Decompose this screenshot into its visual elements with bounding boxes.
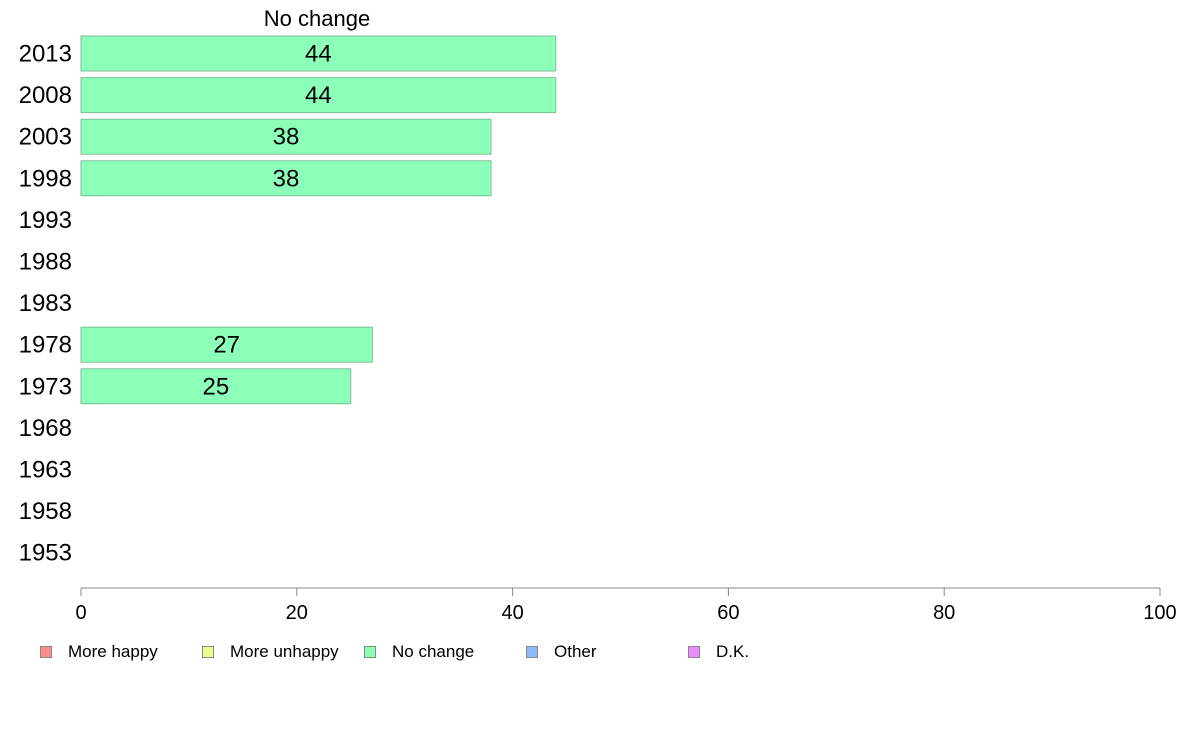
legend-item-dk: D.K. [688,642,749,662]
bar [80,35,557,72]
legend-item-more-happy: More happy [40,642,158,662]
y-tick-label: 1963 [19,457,72,484]
bar [80,368,352,405]
legend-item-no-change: No change [364,642,474,662]
legend-item-other: Other [526,642,597,662]
y-tick-label: 1993 [19,207,72,234]
y-tick-label: 1958 [19,498,72,525]
bar [80,118,492,155]
legend-swatch-more-unhappy [202,646,214,658]
y-tick-label: 2003 [19,124,72,151]
y-tick-label: 1953 [19,540,72,567]
x-tick-label: 100 [1143,602,1176,624]
data-label: 44 [305,82,332,109]
legend-swatch-no-change [364,646,376,658]
legend-swatch-other [526,646,538,658]
data-label: 25 [203,373,230,400]
data-label: 38 [273,165,300,192]
x-tick-label: 80 [933,602,955,624]
legend: More happy More unhappy No change Other … [40,642,1140,662]
bar [80,77,557,114]
x-tick-label: 60 [717,602,739,624]
y-tick-label: 2008 [19,82,72,109]
x-tick-label: 40 [501,602,523,624]
legend-label: More unhappy [230,642,339,661]
legend-swatch-more-happy [40,646,52,658]
legend-label: No change [392,642,475,661]
y-tick-label: 1983 [19,290,72,317]
y-tick-label: 1978 [19,332,72,359]
y-tick-label: 1973 [19,373,72,400]
x-tick-label: 0 [75,602,86,624]
data-label: 38 [273,124,300,151]
y-tick-label: 1988 [19,249,72,276]
legend-label: More happy [68,642,158,661]
legend-label: Other [554,642,597,661]
legend-swatch-dk [688,646,700,658]
y-tick-label: 1968 [19,415,72,442]
y-tick-label: 1998 [19,165,72,192]
y-tick-label: 2013 [19,41,72,68]
data-label: 27 [213,332,240,359]
legend-item-more-unhappy: More unhappy [202,642,339,662]
data-label: 44 [305,41,332,68]
bar [80,326,373,363]
bar [80,160,492,197]
panel-title: No change [264,6,370,31]
x-tick-label: 20 [286,602,308,624]
legend-label: D.K. [716,642,750,661]
